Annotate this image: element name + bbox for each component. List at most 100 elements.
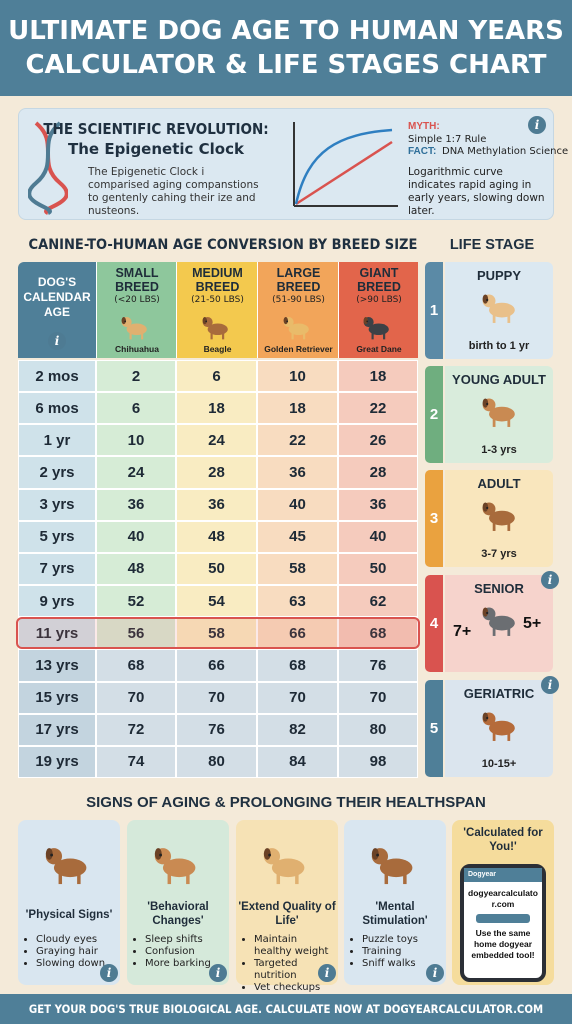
age-value: 74 <box>96 745 176 778</box>
stage-label: 7+ <box>453 623 472 640</box>
age-value: 24 <box>96 456 176 489</box>
age-value: 18 <box>338 360 418 393</box>
age-value: 58 <box>257 552 338 586</box>
sign-item: Targeted nutrition <box>254 958 336 982</box>
age-value: 68 <box>257 649 338 682</box>
column-name: MEDIUM BREED <box>192 266 243 294</box>
title: ULTIMATE DOG AGE TO HUMAN YEARS <box>8 16 564 46</box>
age-value: 36 <box>338 488 418 521</box>
column-header: SMALL BREED (<20 LBS) Chihuahua <box>96 262 176 358</box>
dog-illustration <box>482 712 515 741</box>
age-value: 50 <box>176 552 257 586</box>
column-header: LARGE BREED (51-90 LBS) Golden Retriever <box>257 262 338 358</box>
phone: Dogyear dogyearcalculator.com Use the same… <box>460 864 546 982</box>
age-value: 52 <box>96 585 176 618</box>
age-value: 48 <box>176 520 257 553</box>
sign-item: Confusion <box>145 946 227 958</box>
stage-label: 5+ <box>523 615 542 632</box>
age-value: 10 <box>257 360 338 393</box>
info-icon: i <box>100 964 118 982</box>
myth-label: MYTH: <box>408 121 440 132</box>
dna-helix <box>28 121 68 215</box>
life-stage-title: LIFE STAGE <box>449 237 535 253</box>
calendar-age: 15 yrs <box>18 681 96 714</box>
age-value: 62 <box>338 585 418 618</box>
science-title: THE SCIENTIFIC REVOLUTION: <box>43 120 269 138</box>
age-value: 54 <box>176 585 257 618</box>
breed-name: Beagle <box>203 344 232 354</box>
stage-name: SENIOR <box>474 581 524 596</box>
sign-item: More barking <box>145 958 227 970</box>
age-value: 72 <box>96 713 176 746</box>
age-value: 36 <box>96 488 176 521</box>
info-icon: i <box>528 116 546 134</box>
stage-strip: 3 <box>425 470 443 567</box>
science-subtitle: The Epigenetic Clock <box>68 140 244 158</box>
dog-illustration <box>482 294 515 323</box>
age-value: 36 <box>176 488 257 521</box>
age-value: 66 <box>176 649 257 682</box>
sign-item: Graying hair <box>36 946 118 958</box>
age-value: 40 <box>96 520 176 553</box>
table-title: CANINE-TO-HUMAN AGE CONVERSION BY BREED … <box>28 237 418 253</box>
dog-illustration <box>202 317 228 340</box>
calendar-age: 13 yrs <box>18 649 96 682</box>
calendar-age: 2 yrs <box>18 456 96 489</box>
stage-range: 10-15+ <box>481 758 517 770</box>
column-range: (>90 LBS) <box>356 295 402 305</box>
dog-illustration <box>263 848 305 885</box>
age-value: 40 <box>257 488 338 521</box>
calendar-age: 9 yrs <box>18 585 96 618</box>
age-value: 98 <box>338 745 418 778</box>
calendar-age: 7 yrs <box>18 552 96 586</box>
sign-title: 'Physical Signs' <box>25 909 113 921</box>
sign-list: Puzzle toysTrainingSniff walks <box>350 934 444 970</box>
column-range: (51-90 LBS) <box>272 295 325 305</box>
dog-illustration <box>154 848 196 885</box>
stage-name: PUPPY <box>476 268 522 283</box>
age-value: 22 <box>257 424 338 457</box>
age-value: 80 <box>176 745 257 778</box>
row-highlight <box>16 617 420 650</box>
info-icon: i <box>318 964 336 982</box>
column-name: LARGE BREED <box>276 266 321 294</box>
dog-illustration <box>371 848 413 885</box>
site: dogyearcalculator.com <box>468 888 538 909</box>
dog-illustration <box>482 398 515 427</box>
title: CALCULATOR & LIFE STAGES CHART <box>25 50 547 80</box>
age-value: 68 <box>96 649 176 682</box>
stage-range: 1-3 yrs <box>481 444 517 456</box>
calendar-age: 3 yrs <box>18 488 96 521</box>
column-range: (21-50 LBS) <box>191 295 244 305</box>
info-icon: i <box>209 964 227 982</box>
age-value: 82 <box>257 713 338 746</box>
promo-card: 'Calculated for You!' Dogyear dogyearcalcu… <box>452 820 554 985</box>
stage-strip: 5 <box>425 680 443 777</box>
promo-title: 'Calculated for You!' <box>463 827 543 853</box>
dog-illustration <box>363 317 389 340</box>
calendar-age: 5 yrs <box>18 520 96 553</box>
column-name: GIANT BREED <box>357 266 401 294</box>
age-value: 6 <box>96 392 176 425</box>
sign-item: Sniff walks <box>362 958 444 970</box>
science-panel <box>18 108 554 220</box>
age-value: 10 <box>96 424 176 457</box>
header: ULTIMATE DOG AGE TO HUMAN YEARS CALCULAT… <box>0 0 572 96</box>
age-value: 70 <box>338 681 418 714</box>
stage-card: YOUNG ADULT 1-3 yrs <box>445 366 553 463</box>
sign-card: 'Behavioral Changes' Sleep shiftsConfusio… <box>127 820 229 985</box>
sign-item: Cloudy eyes <box>36 934 118 946</box>
science-text: The Epigenetic Clock i comparised aging … <box>88 166 259 217</box>
stage-range: 3-7 yrs <box>481 548 517 560</box>
footer: GET YOUR DOG'S TRUE BIOLOGICAL AGE. CALC… <box>0 994 572 1024</box>
app-bar: Dogyear <box>464 868 542 882</box>
age-value: 70 <box>96 681 176 714</box>
button <box>476 914 530 923</box>
corner-text: DOG'S CALENDAR AGE <box>23 275 91 319</box>
dog-illustration <box>45 848 87 885</box>
sign-item: Training <box>362 946 444 958</box>
dog-illustration <box>482 502 515 531</box>
stage-card: GERIATRIC 10-15+ <box>445 680 553 777</box>
dog-illustration <box>121 317 147 340</box>
